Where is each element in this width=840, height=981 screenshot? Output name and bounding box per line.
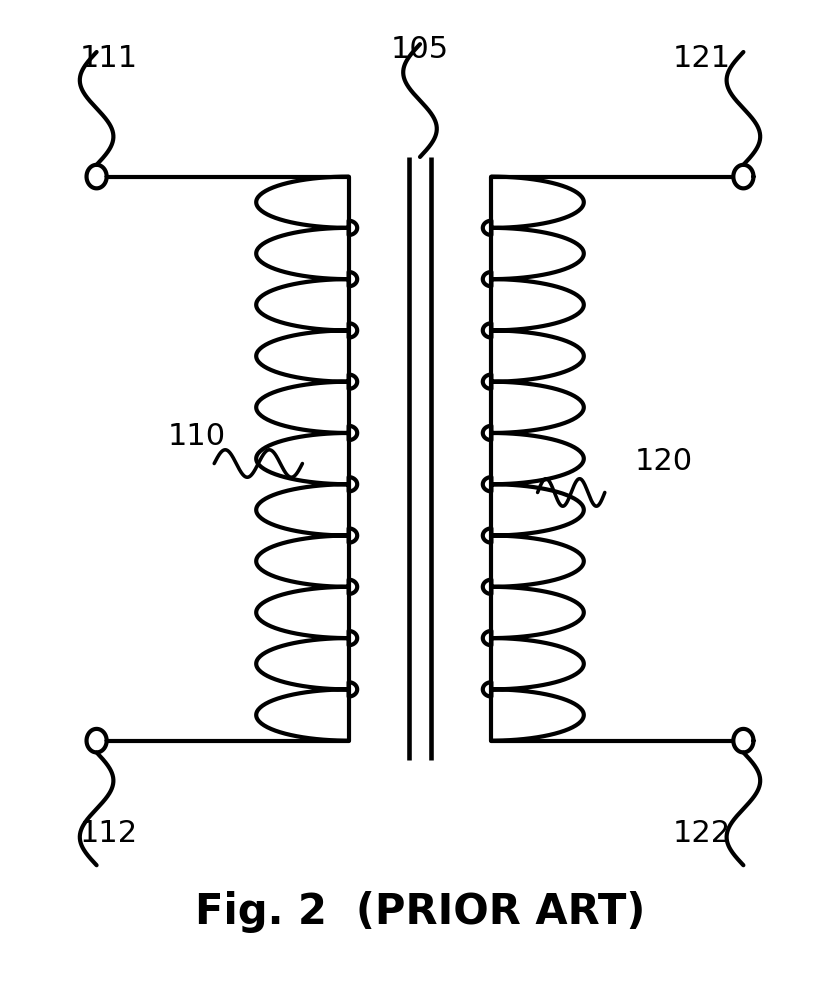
Text: 105: 105 — [391, 34, 449, 64]
Text: 110: 110 — [168, 422, 226, 451]
Text: 120: 120 — [634, 446, 692, 476]
Text: 121: 121 — [673, 44, 731, 74]
Text: 112: 112 — [80, 819, 138, 849]
Text: 122: 122 — [673, 819, 731, 849]
Text: 111: 111 — [80, 44, 138, 74]
Text: Fig. 2  (PRIOR ART): Fig. 2 (PRIOR ART) — [195, 892, 645, 933]
